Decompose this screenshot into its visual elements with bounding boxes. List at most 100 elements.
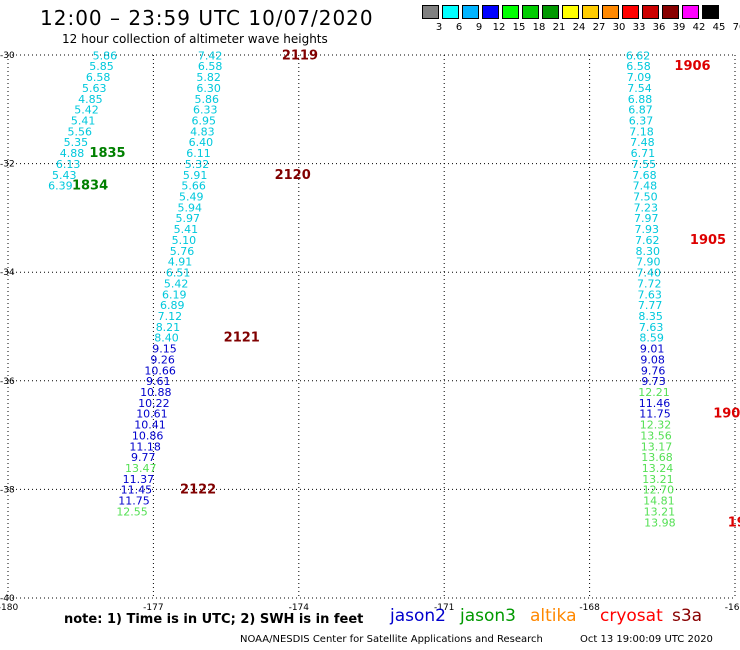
x-tick-label: -171 xyxy=(434,603,454,613)
legend-swatch xyxy=(662,5,679,19)
swh-point: 7.90 xyxy=(636,256,661,269)
swh-point: 13.47 xyxy=(125,462,157,475)
legend-label: 18 xyxy=(532,22,546,33)
swh-point: 7.42 xyxy=(198,49,223,62)
swh-point: 7.48 xyxy=(633,180,658,193)
legend-label: 12 xyxy=(492,22,506,33)
time-label: 1905 xyxy=(690,233,726,248)
swh-point: 6.88 xyxy=(628,93,653,106)
swh-point: 5.41 xyxy=(174,223,199,236)
swh-point: 10.41 xyxy=(134,419,166,432)
satellite-jason3: jason3 xyxy=(460,606,516,626)
swh-point: 9.15 xyxy=(152,343,177,356)
legend-swatch xyxy=(482,5,499,19)
swh-point: 7.40 xyxy=(636,267,661,280)
swh-point: 6.33 xyxy=(193,104,218,117)
swh-point: 13.21 xyxy=(644,505,676,518)
legend-label: 9 xyxy=(475,22,483,33)
swh-point: 12.32 xyxy=(640,419,672,432)
swh-point: 5.66 xyxy=(181,180,206,193)
swh-point: 9.01 xyxy=(640,343,665,356)
swh-point: 5.42 xyxy=(164,277,189,290)
swh-point: 13.17 xyxy=(641,440,673,453)
swh-point: 6.89 xyxy=(160,299,185,312)
time-label: 2119 xyxy=(282,48,318,63)
legend-label: 24 xyxy=(572,22,586,33)
legend-swatch xyxy=(542,5,559,19)
swh-point: 7.62 xyxy=(635,234,660,247)
swh-point: 12.70 xyxy=(643,484,675,497)
legend-label: 27 xyxy=(592,22,606,33)
x-tick-label: -180 xyxy=(0,603,18,613)
swh-point: 7.48 xyxy=(630,136,655,149)
swh-point: 9.77 xyxy=(131,451,156,464)
swh-point: 9.08 xyxy=(640,353,665,366)
legend-swatch xyxy=(562,5,579,19)
legend-label: 45 xyxy=(712,22,726,33)
swh-point: 7.50 xyxy=(633,191,658,204)
swh-point: 6.62 xyxy=(626,49,651,62)
legend-label: 15 xyxy=(512,22,526,33)
swh-point: 7.97 xyxy=(634,212,659,225)
credit-line: NOAA/NESDIS Center for Satellite Applica… xyxy=(240,634,543,645)
swh-point: 7.77 xyxy=(638,299,663,312)
swh-point: 5.10 xyxy=(172,234,197,247)
y-tick-label: -30 xyxy=(0,51,15,61)
swh-point: 6.30 xyxy=(196,82,221,95)
swh-point: 4.85 xyxy=(78,93,103,106)
swh-point: 5.35 xyxy=(64,136,89,149)
legend-label: 3 xyxy=(435,22,443,33)
time-label: 2121 xyxy=(224,331,260,346)
time-label: 2120 xyxy=(275,168,311,183)
swh-point: 10.88 xyxy=(140,386,172,399)
x-tick-label: -174 xyxy=(289,603,310,613)
swh-point: 6.13 xyxy=(56,158,81,171)
swh-point: 7.54 xyxy=(627,82,652,95)
swh-point: 8.40 xyxy=(154,332,179,345)
swh-point: 5.49 xyxy=(179,191,204,204)
legend-label: 30 xyxy=(612,22,626,33)
swh-point: 5.86 xyxy=(194,93,219,106)
legend-label: 42 xyxy=(692,22,706,33)
generated-timestamp: Oct 13 19:00:09 UTC 2020 xyxy=(580,634,713,645)
legend-swatch xyxy=(702,5,719,19)
time-label: 1835 xyxy=(89,146,125,161)
legend-swatch xyxy=(502,5,519,19)
y-tick-label: -36 xyxy=(0,377,15,387)
chart-subtitle: 12 hour collection of altimeter wave hei… xyxy=(62,32,328,46)
swh-point: 10.22 xyxy=(138,397,170,410)
swh-point: 11.18 xyxy=(129,440,161,453)
swh-point: 9.61 xyxy=(146,375,171,388)
time-label: 19 xyxy=(728,515,740,530)
legend-swatch xyxy=(442,5,459,19)
swh-point: 5.97 xyxy=(176,212,201,225)
swh-point: 8.30 xyxy=(636,245,661,258)
swh-point: 5.42 xyxy=(74,104,99,117)
swh-point: 4.83 xyxy=(190,125,215,138)
swh-point: 9.76 xyxy=(641,364,666,377)
swh-point: 13.24 xyxy=(642,462,674,475)
swh-point: 6.51 xyxy=(166,267,191,280)
swh-point: 6.71 xyxy=(631,147,656,160)
y-tick-label: -32 xyxy=(0,160,15,170)
swh-point: 6.37 xyxy=(629,115,654,128)
legend-label: 21 xyxy=(552,22,566,33)
x-tick-label: -168 xyxy=(579,603,600,613)
swh-point: 7.63 xyxy=(637,288,662,301)
legend-swatch xyxy=(462,5,479,19)
swh-point: 7.72 xyxy=(637,277,662,290)
x-tick-label: -177 xyxy=(143,603,163,613)
swh-point: 7.68 xyxy=(632,169,657,182)
swh-point: 6.19 xyxy=(162,288,187,301)
swh-point: 5.43 xyxy=(52,169,77,182)
time-label: 1834 xyxy=(72,179,108,194)
swh-point: 13.21 xyxy=(642,473,674,486)
swh-point: 12.55 xyxy=(116,505,148,518)
swh-point: 6.39 xyxy=(48,180,73,193)
swh-point: 7.18 xyxy=(629,125,654,138)
footnote: note: 1) Time is in UTC; 2) SWH is in fe… xyxy=(64,612,364,627)
swh-point: 13.68 xyxy=(641,451,673,464)
legend-swatch xyxy=(682,5,699,19)
swh-point: 7.12 xyxy=(158,310,183,323)
swh-point: 13.98 xyxy=(644,516,676,529)
